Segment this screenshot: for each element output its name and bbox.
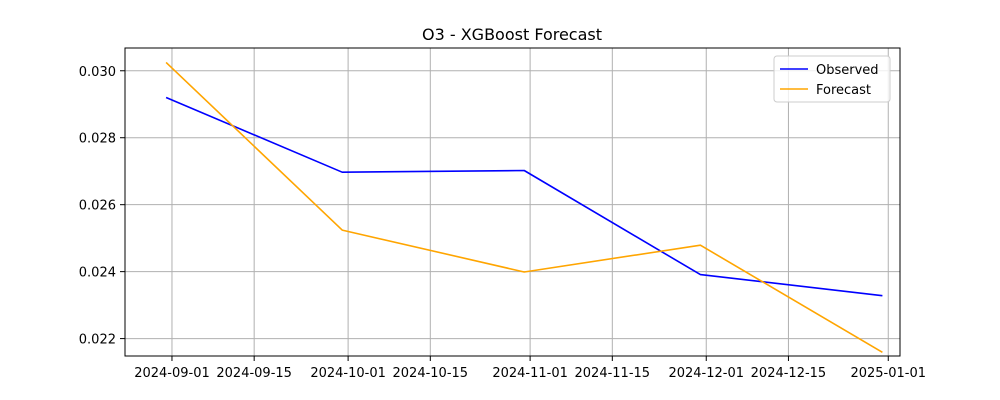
- x-tick-label: 2024-11-01: [492, 366, 568, 381]
- plot-frame: [124, 47, 901, 357]
- y-axis: 0.022 0.024 0.026 0.028 0.030: [79, 65, 125, 348]
- x-axis: 2024-09-01 2024-09-15 2024-10-01 2024-10-15…: [134, 356, 926, 381]
- x-tick-label: 2024-12-01: [668, 366, 744, 381]
- x-tick-label: 2024-09-15: [216, 366, 292, 381]
- x-tick-label: 2024-09-01: [134, 366, 210, 381]
- y-tick-label: 0.028: [79, 132, 116, 147]
- x-tick-label: 2024-10-01: [310, 366, 386, 381]
- x-tick-label: 2025-01-01: [850, 366, 926, 381]
- legend-box: [773, 55, 891, 103]
- grid-layer: [125, 48, 900, 356]
- series-line-forecast: [165, 61, 883, 353]
- series-layer: [165, 61, 883, 353]
- legend-label-observed: Observed: [816, 63, 879, 78]
- x-tick-label: 2024-10-15: [393, 366, 469, 381]
- legend: Observed Forecast: [773, 55, 891, 103]
- series-line-observed: [165, 96, 883, 297]
- y-tick-label: 0.030: [79, 65, 116, 80]
- y-tick-label: 0.022: [79, 333, 116, 348]
- legend-label-forecast: Forecast: [816, 83, 871, 98]
- y-tick-label: 0.024: [79, 266, 116, 281]
- chart-title: O3 - XGBoost Forecast: [422, 25, 602, 44]
- x-tick-label: 2024-11-15: [575, 366, 651, 381]
- x-tick-label: 2024-12-15: [751, 366, 827, 381]
- y-tick-label: 0.026: [79, 199, 116, 214]
